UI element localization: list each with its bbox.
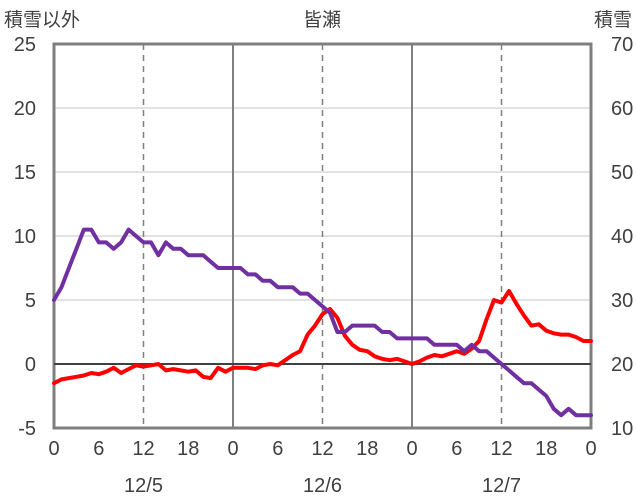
left-tick-label: 0	[25, 354, 36, 376]
x-hour-tick-label: 6	[451, 438, 462, 460]
left-axis-title: 積雪以外	[4, 9, 80, 31]
x-hour-tick-label: 12	[132, 438, 154, 460]
x-hour-tick-label: 6	[272, 438, 283, 460]
right-tick-label: 30	[611, 290, 633, 312]
series-layer	[52, 227, 593, 418]
x-hour-tick-label: 0	[585, 438, 596, 460]
right-tick-label: 10	[611, 418, 633, 440]
right-tick-label: 40	[611, 226, 633, 248]
x-day-label: 12/5	[124, 475, 163, 497]
x-axis-day-labels: 12/5 12/6 12/7	[124, 475, 521, 497]
series-line-2	[52, 227, 593, 418]
x-hour-tick-label: 18	[356, 438, 378, 460]
left-tick-label: 25	[14, 34, 36, 56]
x-day-label: 12/6	[303, 475, 342, 497]
left-tick-label: 20	[14, 98, 36, 120]
left-axis-ticks: -5 0 5 10 15 20 25	[14, 34, 36, 440]
series-line-1	[52, 289, 593, 386]
right-tick-label: 50	[611, 162, 633, 184]
left-tick-label: 5	[25, 290, 36, 312]
x-hour-tick-label: 0	[406, 438, 417, 460]
chart-title: 皆瀬	[303, 9, 341, 31]
x-hour-tick-label: 6	[93, 438, 104, 460]
x-hour-tick-label: 18	[177, 438, 199, 460]
right-axis-ticks: 10 20 30 40 50 60 70	[611, 34, 633, 440]
right-tick-label: 70	[611, 34, 633, 56]
left-tick-label: -5	[18, 418, 36, 440]
x-hour-tick-label: 0	[227, 438, 238, 460]
x-hour-tick-label: 12	[490, 438, 512, 460]
left-tick-label: 10	[14, 226, 36, 248]
right-axis-title: 積雪	[594, 9, 632, 31]
x-hour-tick-label: 0	[48, 438, 59, 460]
x-hour-tick-label: 12	[311, 438, 333, 460]
left-tick-label: 15	[14, 162, 36, 184]
plot-area-frame	[52, 42, 593, 430]
right-tick-label: 60	[611, 98, 633, 120]
x-hour-tick-label: 18	[535, 438, 557, 460]
right-tick-label: 20	[611, 354, 633, 376]
x-axis-hour-ticks: 0 6 12 18 0 6 12 18 0 6 12 18 0	[48, 438, 596, 460]
x-day-label: 12/7	[482, 475, 521, 497]
